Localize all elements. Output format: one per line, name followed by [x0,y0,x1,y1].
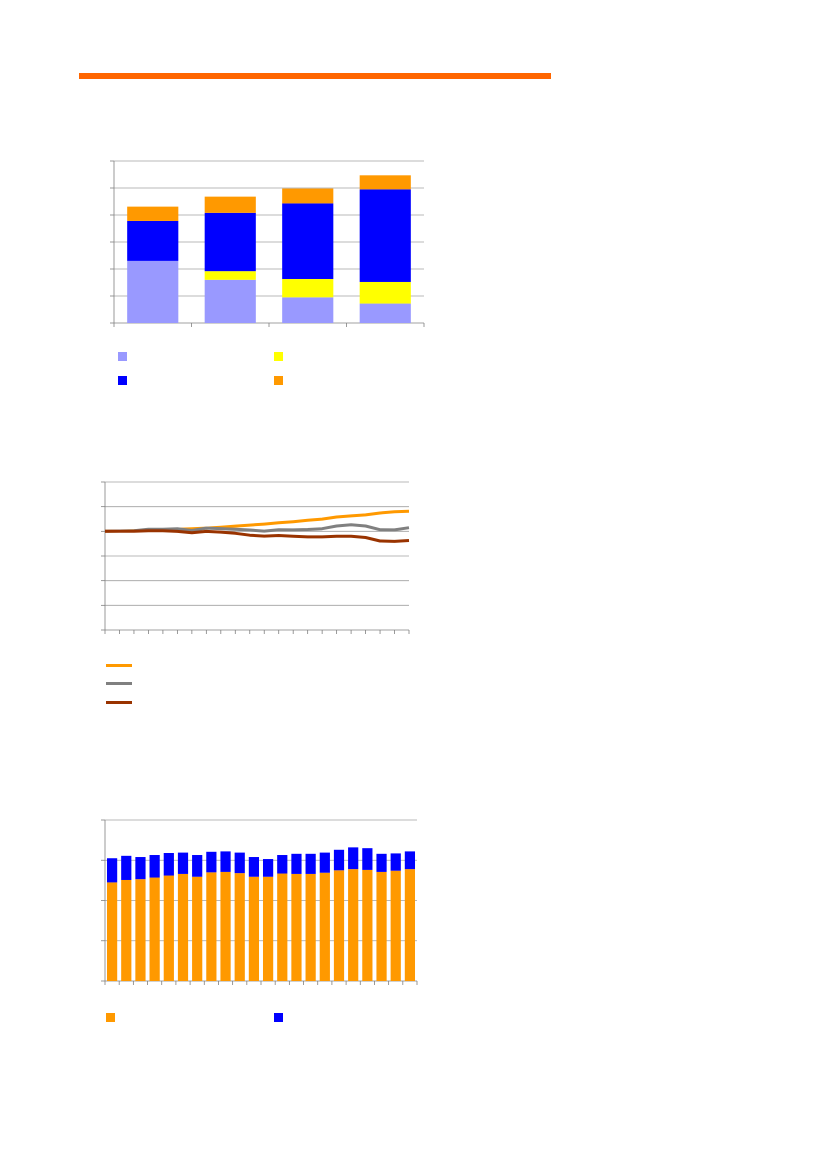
legend-swatch [106,1013,115,1022]
bar-segment [106,882,118,981]
bar-segment [149,877,160,981]
bar-segment [376,853,387,872]
legend-swatch [274,376,283,385]
bar-segment [163,875,174,981]
legend-swatch [274,352,283,361]
bar-segment [206,872,217,981]
bar-segment [262,876,274,981]
bar-segment [404,869,416,981]
bar-segment [277,873,288,981]
bar-segment [106,858,118,883]
bar-segment [362,869,373,981]
bar-segment [204,271,256,280]
bar-segment [220,851,231,872]
bar-segment [234,852,245,874]
bar-segment [282,297,334,323]
top-rule [79,73,551,79]
bar-segment [305,853,316,874]
bar-segment [121,855,132,880]
bar-segment [248,876,260,981]
legend-swatch [118,352,127,361]
legend-line [106,664,132,667]
legend-swatch [118,376,127,385]
bar-segment [282,278,334,298]
bar-segment [204,212,256,272]
bar-segment [390,853,401,871]
bar-segment [282,188,334,204]
bar-segment [192,876,203,981]
bar-segment [291,853,302,874]
bar-segment [262,859,274,877]
bar-segment [277,855,288,874]
bar-segment [234,873,245,981]
bar-segment [127,260,179,323]
bar-segment [305,873,316,981]
bar-segment [359,303,411,323]
bar-segment [220,871,231,981]
bar-segment [359,175,411,190]
bar-segment [127,206,179,221]
bar-segment [204,196,256,213]
bar-segment [333,870,345,981]
legend-line [106,682,132,685]
series-line [105,529,410,543]
bar-segment [404,851,416,870]
bar-segment [177,873,189,981]
bar-segment [319,852,330,873]
bar-segment [333,849,345,871]
bar-segment [319,872,330,981]
bar-segment [149,855,160,878]
bar-segment [121,879,132,981]
bar-segment [376,871,387,981]
bar-segment [359,189,411,282]
bar-segment [177,852,189,874]
bar-segment [282,203,334,279]
bar-segment [248,857,260,877]
bar-segment [348,847,359,870]
bar-segment [348,869,359,981]
bar-segment [135,879,146,981]
bar-segment [359,281,411,304]
bar-segment [362,848,373,870]
legend-line [106,701,132,704]
legend-swatch [274,1013,283,1022]
bar-segment [127,220,179,261]
bar-segment [192,855,203,877]
bar-segment [204,279,256,323]
bar-segment [135,857,146,880]
bar-segment [163,853,174,876]
bar-segment [390,870,401,981]
bar-segment [206,851,217,873]
bar-segment [291,873,302,981]
